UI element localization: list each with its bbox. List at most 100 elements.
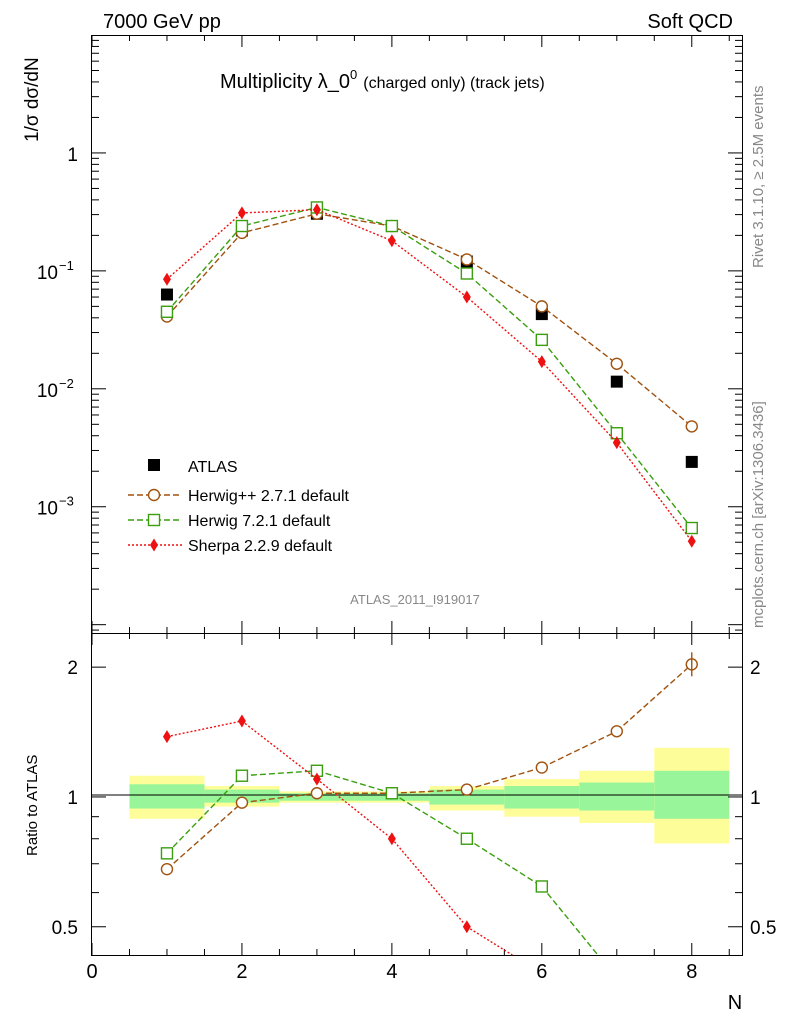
ratio-point-herwig-2-7-1-default bbox=[460, 783, 474, 796]
legend-label-herwigpp: Herwig++ 2.7.1 default bbox=[188, 488, 350, 505]
ratio-line-herwig-2-7-1-default bbox=[466, 766, 543, 791]
ratio-line-herwig-7-2-1-default bbox=[466, 838, 543, 888]
ratio-point-herwig-7-2-1-default bbox=[160, 847, 174, 860]
ratio-line-herwig-2-7-1-default bbox=[166, 802, 243, 870]
x-tick-label: 4 bbox=[386, 961, 397, 983]
ratio-line-herwig-7-2-1-default bbox=[316, 770, 393, 794]
ratio-line-herwig-2-7-1-default bbox=[241, 792, 318, 804]
ratio-line-sherpa-2-2-9-default bbox=[316, 778, 393, 840]
data-point-sherpa-2-2-9-default bbox=[462, 290, 471, 304]
legend: ATLAS Herwig++ 2.7.1 default Herwig 7.2.… bbox=[128, 459, 350, 555]
y-tick-label-bottom: 1 bbox=[67, 788, 78, 809]
data-point-herwig-7-2-1-default bbox=[460, 267, 474, 280]
y-axis-label-bottom: Ratio to ATLAS bbox=[24, 755, 41, 856]
ratio-line-herwig-7-2-1-default bbox=[541, 886, 599, 956]
ratio-point-herwig-2-7-1-default bbox=[610, 725, 623, 738]
ratio-point-sherpa-2-2-9-default bbox=[387, 832, 396, 846]
ratio-line-herwig-2-7-1-default bbox=[391, 788, 467, 794]
data-point-herwig-7-2-1-default bbox=[160, 305, 174, 318]
ratio-line-herwig-7-2-1-default bbox=[241, 770, 317, 777]
series-line-herwig-2-7-1-default bbox=[166, 213, 693, 427]
y-tick-label-top: 10 bbox=[37, 499, 58, 520]
data-point-herwig-2-7-1-default bbox=[460, 253, 474, 266]
ratio-point-herwig-7-2-1-default bbox=[385, 787, 399, 800]
ratio-line-sherpa-2-2-9-default bbox=[166, 720, 243, 738]
data-point-sherpa-2-2-9-default bbox=[162, 272, 171, 286]
ratio-line-sherpa-2-2-9-default bbox=[391, 838, 468, 928]
data-point-herwig-2-7-1-default bbox=[610, 357, 623, 370]
data-point-atlas bbox=[160, 288, 173, 301]
uncertainty-bands bbox=[129, 747, 730, 844]
ratio-point-herwig-2-7-1-default bbox=[160, 862, 174, 876]
ratio-point-sherpa-2-2-9-default bbox=[462, 920, 471, 934]
data-point-sherpa-2-2-9-default bbox=[612, 436, 621, 450]
series-line-sherpa-2-2-9-default bbox=[166, 209, 693, 542]
y-tick-label-top: 1 bbox=[67, 145, 78, 166]
ratio-point-herwig-7-2-1-default bbox=[535, 880, 549, 893]
ratio-point-sherpa-2-2-9-default bbox=[162, 730, 171, 744]
y-tick-label-top: 10 bbox=[37, 381, 58, 402]
data-point-herwig-7-2-1-default bbox=[235, 219, 249, 233]
header-right: Soft QCD bbox=[647, 11, 733, 33]
band-inner-6 bbox=[579, 782, 655, 811]
data-point-atlas bbox=[610, 375, 623, 388]
chart-title: Multiplicity λ_00(charged only) (track j… bbox=[220, 67, 545, 93]
source-label: mcplots.cern.ch [arXiv:1306.3436] bbox=[750, 401, 767, 628]
legend-marker-atlas bbox=[148, 459, 160, 471]
data-series bbox=[160, 201, 698, 956]
data-point-sherpa-2-2-9-default bbox=[537, 355, 546, 369]
ratio-point-herwig-7-2-1-default bbox=[460, 832, 474, 845]
ratio-point-herwig-2-7-1-default bbox=[535, 761, 549, 774]
ratio-point-sherpa-2-2-9-default bbox=[312, 772, 321, 786]
ratio-point-herwig-2-7-1-default bbox=[310, 787, 324, 800]
ratio-line-herwig-2-7-1-default bbox=[541, 730, 618, 769]
y-tick-label-bottom: 0.5 bbox=[52, 918, 78, 939]
y-tick-label-top-exponent: −1 bbox=[59, 258, 74, 273]
data-point-herwig-7-2-1-default bbox=[535, 333, 549, 347]
x-axis-label: N bbox=[728, 992, 742, 1014]
data-point-herwig-7-2-1-default bbox=[685, 521, 698, 535]
ratio-line-herwig-2-7-1-default bbox=[616, 663, 693, 732]
header-left: 7000 GeV pp bbox=[103, 11, 221, 33]
legend-label-atlas: ATLAS bbox=[188, 459, 238, 476]
data-point-herwig-7-2-1-default bbox=[385, 219, 399, 233]
band-inner-1 bbox=[204, 789, 280, 803]
legend-label-herwig7: Herwig 7.2.1 default bbox=[188, 513, 331, 530]
y-tick-label-top: 10 bbox=[37, 263, 58, 284]
y-tick-label-top-exponent: −3 bbox=[59, 494, 74, 509]
y-tick-label-bottom: 2 bbox=[67, 658, 78, 679]
ratio-point-herwig-7-2-1-default bbox=[235, 769, 249, 782]
band-inner-0 bbox=[129, 784, 205, 809]
data-point-herwig-2-7-1-default bbox=[535, 300, 549, 313]
x-tick-label: 0 bbox=[86, 961, 97, 983]
bottom-panel-frame bbox=[91, 633, 743, 956]
ratio-line-sherpa-2-2-9-default bbox=[466, 926, 513, 956]
series-line-herwig-7-2-1-default bbox=[166, 206, 693, 529]
legend-label-sherpa: Sherpa 2.2.9 default bbox=[188, 538, 333, 555]
y-tick-label-top-exponent: −2 bbox=[59, 376, 74, 391]
y-tick-label-bottom-right: 1 bbox=[750, 788, 761, 809]
y-tick-label-bottom-right: 2 bbox=[750, 658, 761, 679]
legend-marker-herwigpp bbox=[147, 488, 161, 502]
band-inner-4 bbox=[429, 789, 505, 805]
data-point-sherpa-2-2-9-default bbox=[312, 203, 321, 217]
band-inner-5 bbox=[504, 786, 580, 809]
x-tick-label: 2 bbox=[236, 961, 247, 983]
y-axis-label-top: 1/σ dσ/dN bbox=[22, 57, 43, 142]
data-point-atlas bbox=[685, 455, 698, 468]
x-tick-label: 8 bbox=[686, 961, 697, 983]
data-point-sherpa-2-2-9-default bbox=[687, 534, 696, 548]
data-point-sherpa-2-2-9-default bbox=[237, 206, 246, 220]
legend-marker-herwig7 bbox=[147, 513, 161, 527]
legend-marker-sherpa bbox=[150, 538, 158, 552]
y-tick-label-bottom-right: 0.5 bbox=[750, 918, 776, 939]
ratio-point-sherpa-2-2-9-default bbox=[237, 714, 246, 728]
rivet-version-label: Rivet 3.1.10, ≥ 2.5M events bbox=[750, 86, 767, 269]
ratio-point-herwig-2-7-1-default bbox=[235, 796, 249, 809]
data-point-herwig-2-7-1-default bbox=[685, 420, 698, 433]
data-point-sherpa-2-2-9-default bbox=[387, 234, 396, 248]
x-tick-label: 6 bbox=[536, 961, 547, 983]
analysis-id: ATLAS_2011_I919017 bbox=[350, 592, 480, 607]
